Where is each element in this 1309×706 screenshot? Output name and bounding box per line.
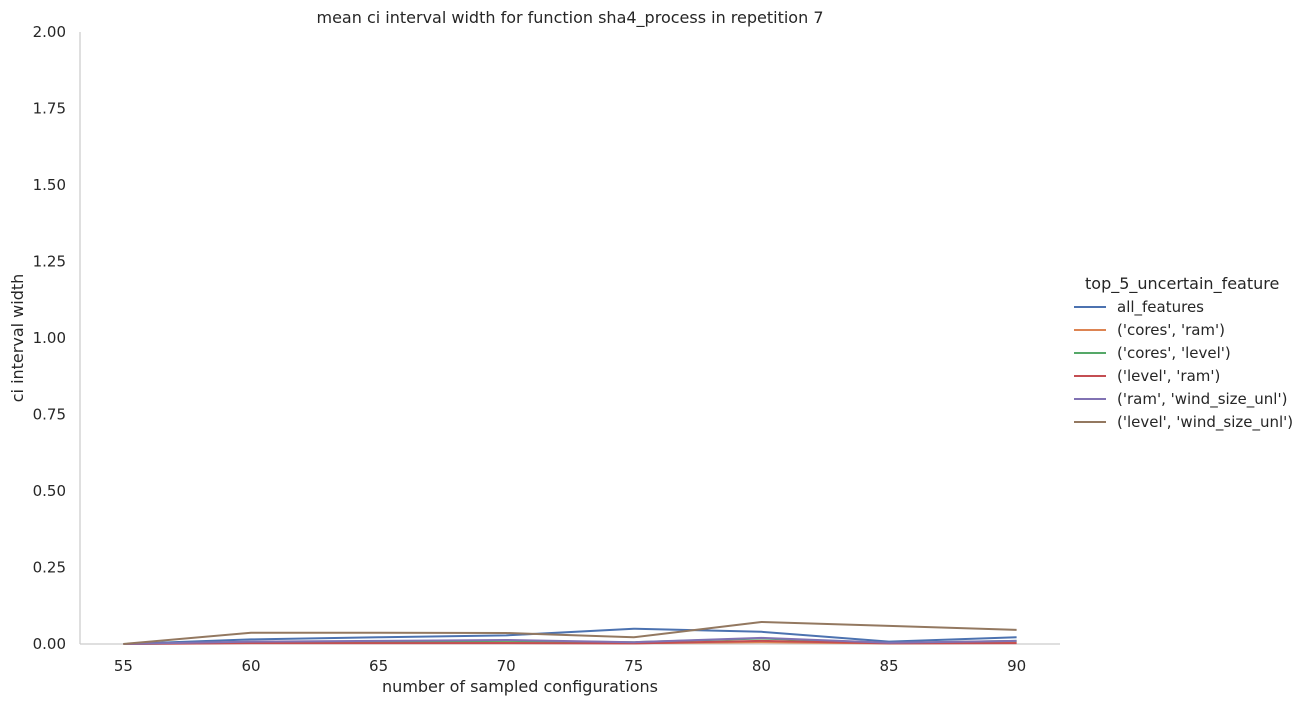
x-tick-label: 60 [241,657,260,675]
y-tick-label: 1.75 [33,100,66,118]
series-line-4 [123,636,1017,645]
y-tick-label: 0.00 [33,635,66,653]
y-axis-title: ci interval width [8,274,27,403]
y-tick-label: 1.50 [33,176,66,194]
x-tick-label: 85 [879,657,898,675]
series-lines [123,621,1017,645]
x-tick-label: 65 [369,657,388,675]
x-axis-ticks: 55 60 65 70 75 80 85 90 [114,657,1026,675]
y-tick-label: 2.00 [33,23,66,41]
legend-label: ('ram', 'wind_size_unl') [1117,390,1287,409]
series-line-5 [123,621,1017,645]
legend-label: all_features [1117,298,1204,317]
x-axis-title: number of sampled configurations [382,677,658,696]
legend: top_5_uncertain_feature all_features ('co… [1074,274,1293,432]
legend-title: top_5_uncertain_feature [1085,274,1279,294]
x-tick-label: 80 [752,657,771,675]
y-axis-ticks: 0.00 0.25 0.50 0.75 1.00 1.25 1.50 1.75 2.00 [33,23,66,653]
x-tick-label: 90 [1007,657,1026,675]
chart-title: mean ci interval width for function sha4… [317,8,824,28]
y-tick-label: 0.25 [33,559,66,577]
y-tick-label: 0.75 [33,406,66,424]
legend-label: ('cores', 'level') [1117,344,1231,362]
legend-label: ('level', 'wind_size_unl') [1117,413,1293,432]
y-tick-label: 1.25 [33,253,66,271]
x-tick-label: 75 [624,657,643,675]
series-line-0 [123,627,1017,645]
legend-label: ('cores', 'ram') [1117,321,1225,339]
x-tick-label: 70 [497,657,516,675]
legend-label: ('level', 'ram') [1117,367,1220,385]
y-tick-label: 0.50 [33,482,66,500]
x-tick-label: 55 [114,657,133,675]
y-tick-label: 1.00 [33,329,66,347]
